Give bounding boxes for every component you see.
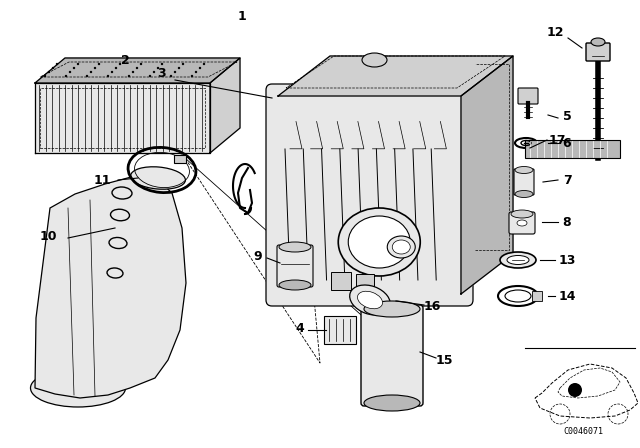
Ellipse shape [349,285,390,315]
Circle shape [44,75,46,77]
Ellipse shape [515,190,533,198]
FancyBboxPatch shape [518,88,538,104]
Circle shape [128,75,130,77]
Ellipse shape [500,252,536,268]
Text: 3: 3 [157,66,166,79]
Text: 8: 8 [563,215,572,228]
Text: 7: 7 [563,173,572,186]
Circle shape [56,63,58,65]
Text: 13: 13 [558,254,576,267]
Ellipse shape [31,369,125,407]
Ellipse shape [364,395,420,411]
Ellipse shape [131,167,186,189]
Text: C0046071: C0046071 [563,427,603,436]
Circle shape [98,63,100,65]
Circle shape [65,75,67,77]
Ellipse shape [515,167,533,173]
Circle shape [86,75,88,77]
FancyBboxPatch shape [514,169,534,195]
Circle shape [199,67,201,69]
Circle shape [52,67,54,69]
Bar [174,155,186,163]
Text: 17: 17 [548,134,566,146]
Ellipse shape [348,216,410,268]
FancyBboxPatch shape [266,84,473,306]
Circle shape [149,75,151,77]
Ellipse shape [392,240,410,254]
Circle shape [182,63,184,65]
Text: 4: 4 [296,322,305,335]
Circle shape [568,383,582,397]
Circle shape [107,75,109,77]
Text: 10: 10 [39,229,57,242]
Circle shape [140,63,142,65]
Circle shape [119,63,121,65]
Circle shape [48,71,50,73]
Text: 2: 2 [120,53,129,66]
Circle shape [203,63,205,65]
FancyBboxPatch shape [361,305,423,406]
Text: 6: 6 [563,137,572,150]
Circle shape [161,63,163,65]
Polygon shape [210,58,240,153]
Circle shape [132,71,134,73]
Text: 11: 11 [93,173,111,186]
Circle shape [191,75,193,77]
Bar [532,291,542,301]
Circle shape [170,75,172,77]
Text: 9: 9 [253,250,262,263]
Circle shape [73,67,76,69]
Text: 14: 14 [558,289,576,302]
Text: 16: 16 [423,300,441,313]
Circle shape [174,71,176,73]
Ellipse shape [591,38,605,46]
Circle shape [115,67,117,69]
Bar [330,272,351,290]
Circle shape [153,71,155,73]
Circle shape [157,67,159,69]
Polygon shape [461,56,513,294]
Bar [525,140,620,158]
Text: 5: 5 [563,109,572,122]
Ellipse shape [358,291,383,309]
Bar [324,316,356,344]
Ellipse shape [517,220,527,226]
Text: 1: 1 [237,9,246,22]
Ellipse shape [362,53,387,67]
Circle shape [111,71,113,73]
Circle shape [94,67,96,69]
Ellipse shape [279,280,311,290]
Circle shape [136,67,138,69]
Ellipse shape [507,255,529,264]
Circle shape [195,71,197,73]
Ellipse shape [511,210,533,218]
Ellipse shape [279,242,311,252]
Ellipse shape [387,236,415,258]
Polygon shape [35,176,186,398]
Circle shape [178,67,180,69]
Circle shape [69,71,71,73]
Polygon shape [35,58,240,83]
Text: 12: 12 [547,26,564,39]
Text: 15: 15 [435,353,452,366]
Bar [355,274,374,290]
Ellipse shape [364,301,420,317]
Circle shape [77,63,79,65]
FancyBboxPatch shape [277,245,313,287]
Circle shape [90,71,92,73]
Ellipse shape [339,208,420,276]
FancyBboxPatch shape [586,43,610,61]
Polygon shape [35,83,210,153]
FancyBboxPatch shape [509,212,535,234]
Polygon shape [278,56,513,96]
